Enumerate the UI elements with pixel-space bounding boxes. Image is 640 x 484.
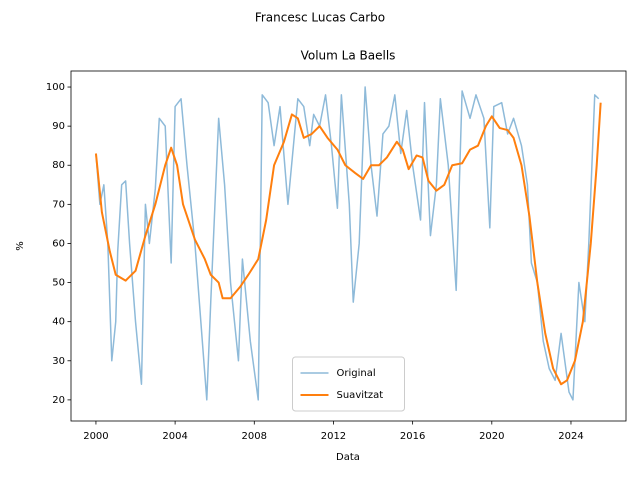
legend: Original Suavitzat: [292, 356, 405, 412]
y-tick-label: 30: [52, 356, 65, 367]
y-tick-label: 40: [52, 317, 65, 328]
plot-frame: [70, 70, 627, 422]
y-tick-label: 50: [52, 278, 65, 289]
legend-box: [292, 356, 405, 412]
legend-label: Suavitzat: [337, 390, 384, 401]
y-axis-label: %: [15, 241, 26, 251]
legend-label: Original: [337, 368, 376, 379]
suptitle: Francesc Lucas Carbo: [255, 11, 385, 25]
y-tick-label: 80: [52, 160, 65, 171]
x-tick-label: 2016: [400, 431, 425, 442]
chart-title: Volum La Baells: [301, 49, 396, 63]
data-line: [95, 86, 600, 401]
x-tick-label: 2004: [162, 431, 187, 442]
data-line: [94, 102, 602, 386]
x-axis-label: Data: [336, 452, 360, 463]
x-tick-label: 2024: [558, 431, 583, 442]
y-tick-label: 90: [52, 121, 65, 132]
y-tick-label: 60: [52, 238, 65, 249]
x-tick-label: 2000: [83, 431, 108, 442]
y-tick-label: 20: [52, 395, 65, 406]
x-tick-label: 2008: [242, 431, 267, 442]
y-tick-label: 70: [52, 199, 65, 210]
y-tick-label: 100: [46, 82, 65, 93]
x-tick-label: 2012: [321, 431, 346, 442]
x-tick-label: 2020: [479, 431, 504, 442]
